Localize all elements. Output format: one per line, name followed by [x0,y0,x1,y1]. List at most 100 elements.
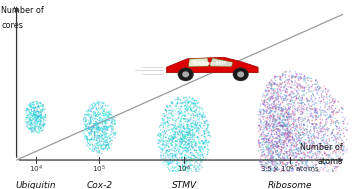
Point [293,155,299,158]
Point [23,120,29,123]
Point [84,136,90,139]
Point [286,106,291,109]
Point [103,146,108,149]
Point [276,103,282,106]
Point [172,132,178,136]
Point [274,142,280,145]
Point [164,149,170,152]
Point [281,105,287,108]
Point [296,130,301,133]
Point [274,142,280,145]
Point [96,126,101,129]
Point [194,166,200,169]
Point [170,152,176,155]
Point [334,165,339,168]
Point [314,113,320,116]
Point [301,126,306,129]
Point [288,115,293,118]
Point [274,133,280,136]
Point [30,115,36,118]
Point [259,167,265,170]
Point [110,116,115,119]
Point [298,126,303,129]
Point [97,149,103,152]
Point [272,143,277,146]
Point [176,112,182,115]
Point [94,122,99,125]
Point [188,151,194,154]
Point [103,144,109,147]
Point [277,84,282,87]
Point [90,116,96,119]
Point [262,137,267,140]
Point [175,158,181,161]
Point [280,157,286,160]
Point [192,174,197,177]
Point [174,157,180,160]
Point [184,120,190,123]
Point [331,113,336,116]
Point [320,176,325,179]
Point [275,96,281,99]
Point [315,85,321,88]
Point [297,153,303,156]
Point [314,118,319,121]
Point [264,103,270,106]
Point [264,147,269,150]
Point [279,89,285,92]
Point [88,120,94,123]
Point [269,162,275,165]
Point [112,122,117,125]
Point [262,99,267,102]
Point [307,139,312,142]
Point [286,140,291,143]
Point [267,175,272,178]
Point [86,122,92,125]
Point [184,171,190,174]
Point [88,115,94,118]
Point [343,126,348,129]
Point [83,116,89,119]
Point [343,150,348,153]
Point [286,107,292,110]
Point [301,144,307,147]
Point [188,100,194,103]
Point [166,112,172,115]
Point [282,146,288,149]
Point [274,153,280,156]
Point [103,123,108,126]
Point [165,120,170,123]
Point [313,136,318,139]
Point [188,160,194,163]
Point [185,119,191,122]
Point [34,103,40,106]
Point [192,123,198,126]
Point [26,113,32,116]
Point [278,95,283,98]
Point [37,111,42,114]
Point [190,157,196,160]
Point [322,90,328,93]
Point [284,99,289,102]
Point [289,126,295,129]
Point [104,143,110,146]
Point [279,161,285,164]
Point [95,128,100,131]
Point [305,167,311,170]
Point [173,133,178,136]
Point [166,139,172,143]
Point [199,151,205,154]
Point [164,105,170,108]
Point [342,135,347,138]
Point [309,140,315,143]
Point [23,116,29,119]
Point [272,170,278,173]
Point [289,144,294,147]
Point [276,113,281,116]
Point [96,144,102,147]
Point [287,106,293,109]
Point [171,136,177,139]
Point [296,137,302,140]
Point [333,153,339,156]
Point [165,161,171,164]
